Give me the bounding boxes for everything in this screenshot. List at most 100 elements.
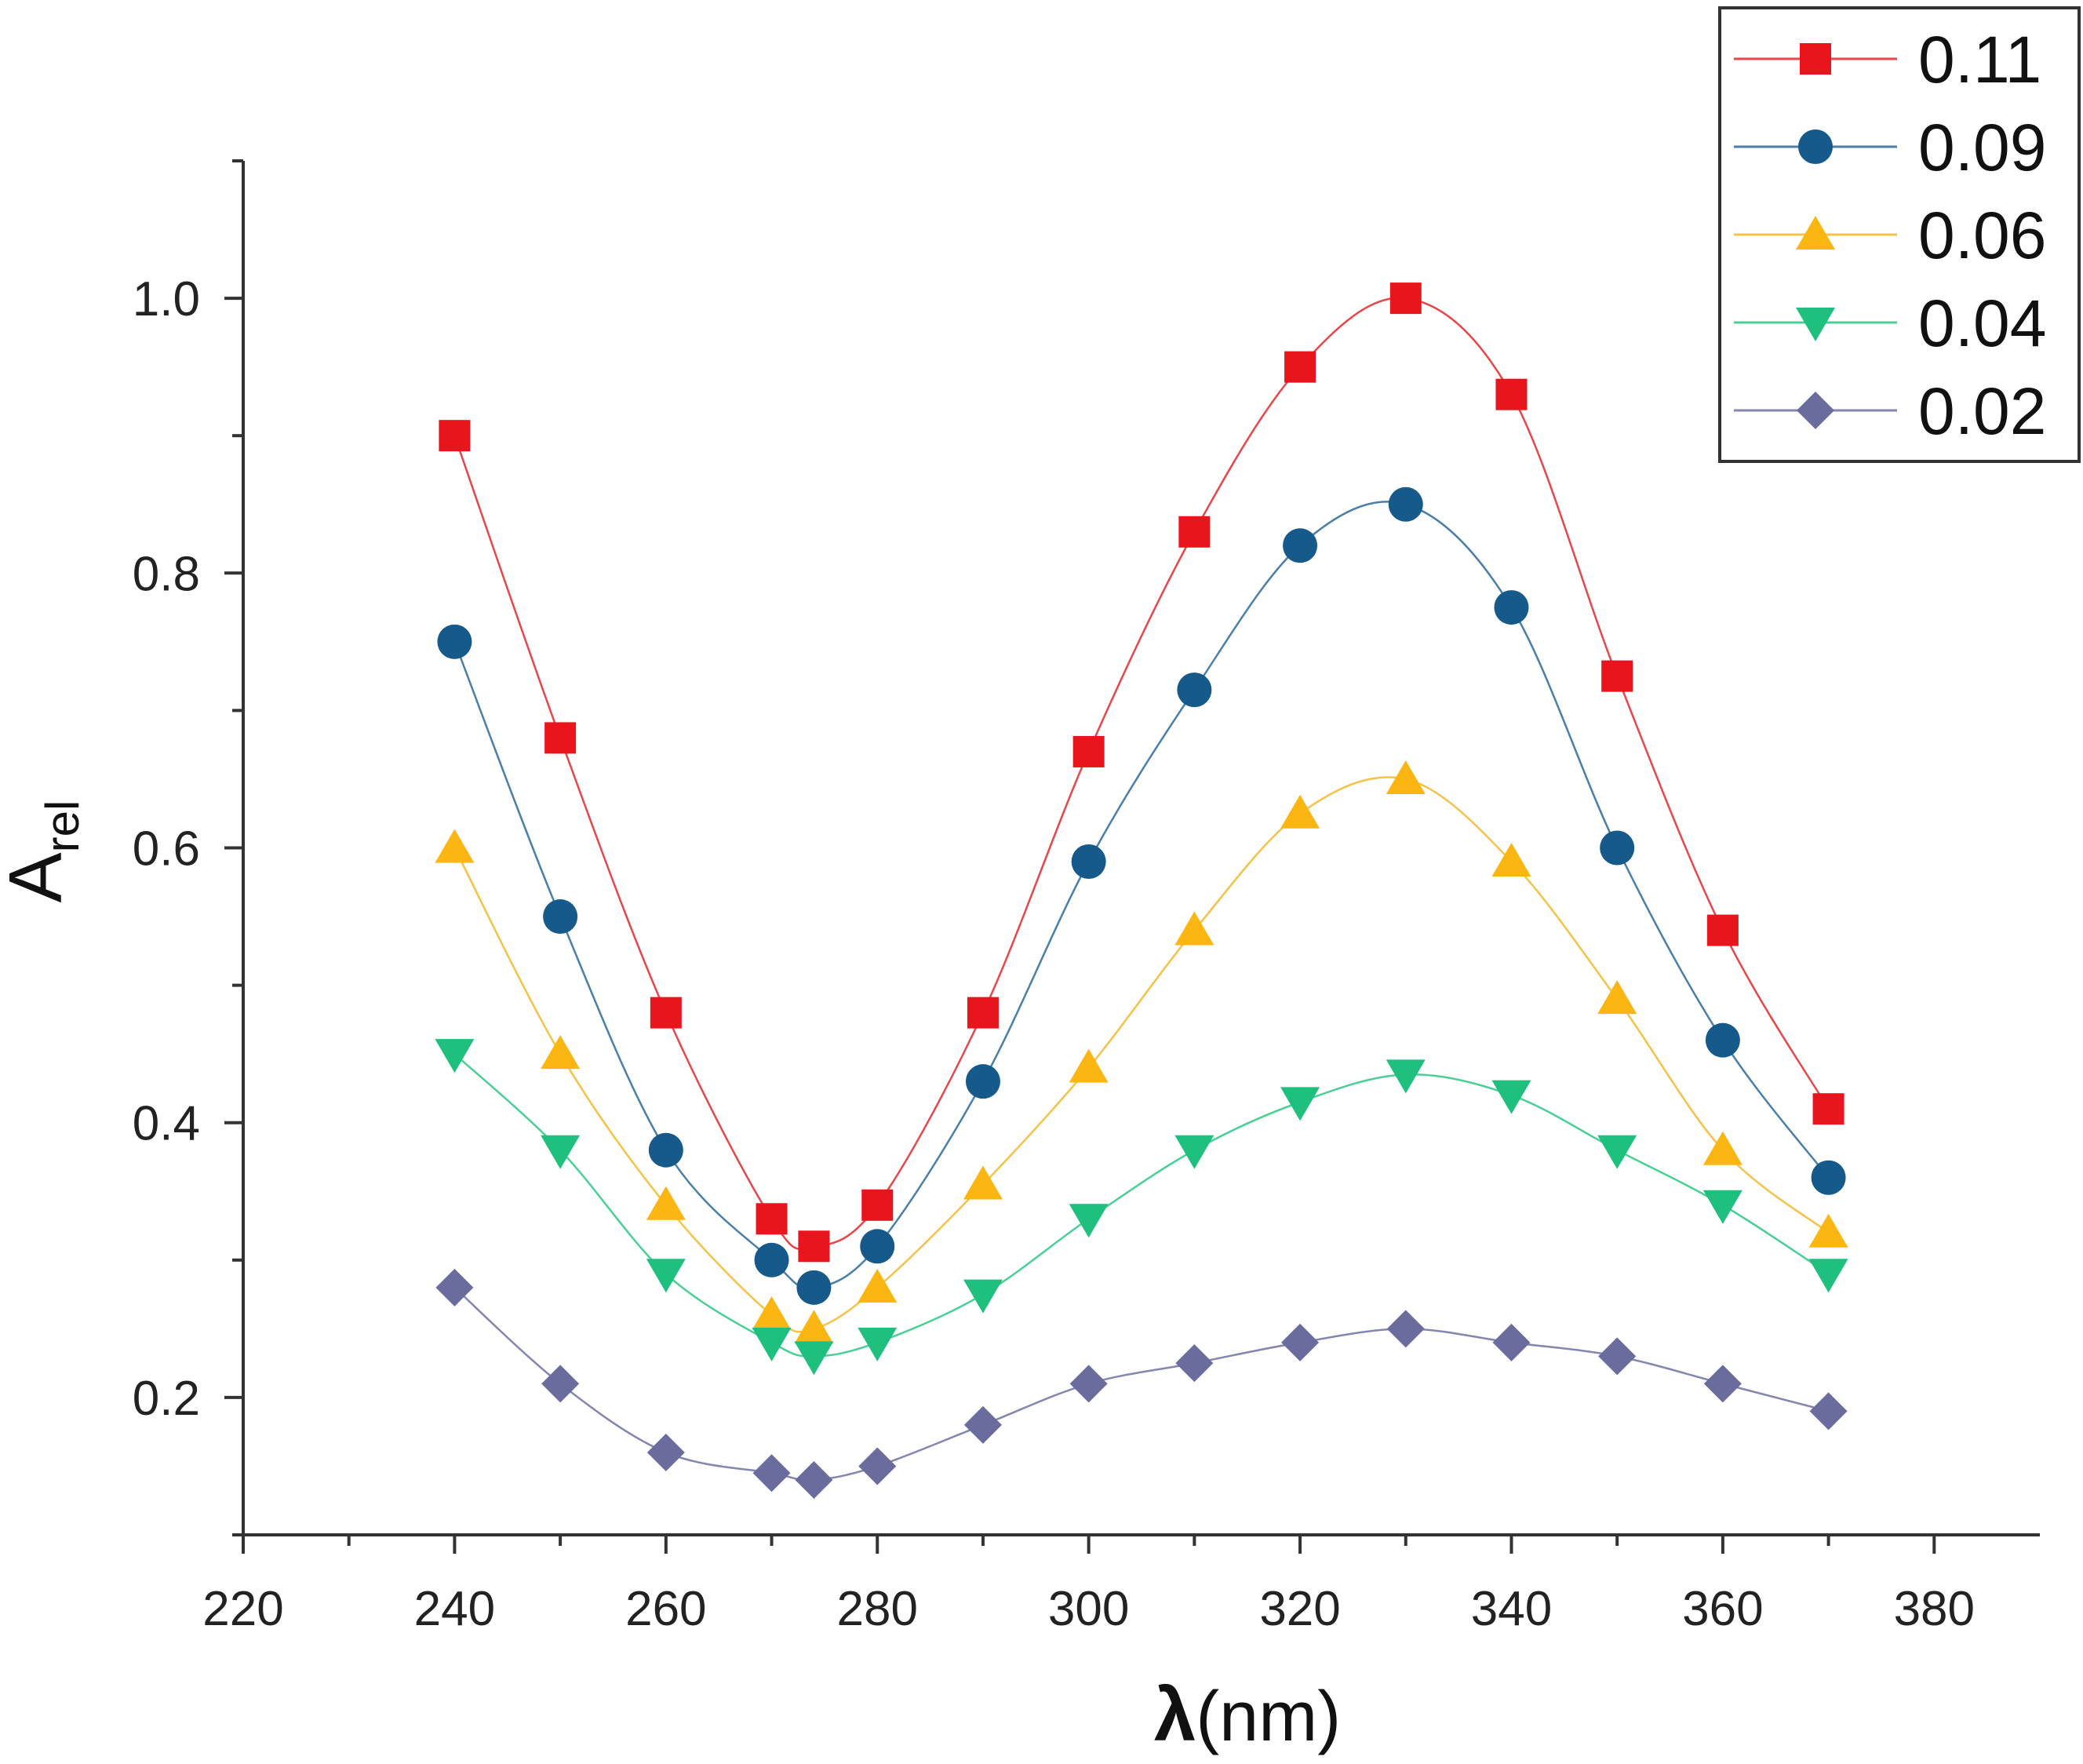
legend-label-0.11: 0.11	[1918, 23, 2041, 97]
data-point-0.09-270	[754, 1242, 789, 1277]
data-point-0.02-310	[1175, 1344, 1214, 1383]
legend-label-0.02: 0.02	[1918, 374, 2047, 448]
data-point-0.11-280	[861, 1189, 894, 1221]
data-point-0.04-300	[1069, 1204, 1109, 1238]
legend-item-0.04: 0.04	[1734, 286, 2047, 360]
data-point-0.02-330	[1386, 1310, 1425, 1348]
data-point-0.06-274	[794, 1310, 834, 1344]
data-point-0.09-250	[543, 899, 578, 935]
data-point-0.09-320	[1283, 528, 1318, 563]
data-point-0.04-330	[1386, 1059, 1426, 1094]
data-point-0.11-274	[798, 1230, 830, 1263]
y-tick-label-0.2: 0.2	[133, 1372, 200, 1426]
data-point-0.11-330	[1389, 282, 1422, 315]
data-point-0.11-320	[1284, 351, 1316, 383]
data-point-0.04-280	[858, 1327, 898, 1361]
series-0.09	[437, 487, 1846, 1305]
data-point-0.11-270	[756, 1203, 788, 1235]
data-point-0.02-300	[1069, 1365, 1108, 1403]
data-point-0.09-260	[648, 1132, 683, 1168]
data-point-0.11-250	[544, 722, 577, 754]
x-tick-label-260: 260	[625, 1582, 706, 1636]
data-point-0.02-270	[752, 1454, 791, 1492]
data-point-0.09-290	[965, 1064, 1000, 1099]
x-tick-label-220: 220	[202, 1582, 283, 1636]
series-line-0.11	[453, 297, 1830, 1250]
legend-marker-0.02	[1797, 392, 1834, 429]
legend-item-0.11: 0.11	[1734, 23, 2041, 97]
data-point-0.02-370	[1809, 1392, 1848, 1431]
y-tick-label-0.8: 0.8	[133, 547, 200, 601]
y-tick-label-0.6: 0.6	[133, 822, 200, 877]
data-point-0.04-290	[963, 1279, 1003, 1314]
legend-item-0.02: 0.02	[1734, 374, 2047, 448]
data-point-0.04-240	[435, 1039, 475, 1073]
data-point-0.06-330	[1386, 760, 1426, 794]
legend-item-0.09: 0.09	[1734, 111, 2047, 184]
data-point-0.04-340	[1491, 1080, 1531, 1114]
series-line-0.09	[453, 501, 1830, 1289]
data-point-0.09-350	[1600, 830, 1635, 866]
data-point-0.11-310	[1178, 516, 1211, 548]
x-tick-label-380: 380	[1894, 1582, 1975, 1636]
x-tick-label-340: 340	[1471, 1582, 1552, 1636]
axes: 220 240 260 280 300 320 340 360 380 0.2 0.4 0.6 0.8 1…	[133, 159, 2040, 1636]
legend-marker-0.09	[1798, 129, 1833, 164]
data-point-0.09-310	[1177, 672, 1212, 708]
data-point-0.11-300	[1072, 735, 1105, 767]
data-point-0.06-340	[1491, 843, 1531, 877]
data-point-0.09-300	[1071, 844, 1106, 880]
legend-marker-0.06	[1796, 216, 1835, 250]
x-axis-title-symbol: λ	[1154, 1673, 1196, 1757]
data-point-0.06-300	[1069, 1048, 1109, 1083]
data-point-0.11-350	[1601, 660, 1633, 692]
legend-item-0.06: 0.06	[1734, 199, 2047, 272]
data-point-0.02-274	[795, 1460, 833, 1499]
data-point-0.02-260	[646, 1433, 685, 1471]
data-point-0.02-350	[1598, 1337, 1637, 1376]
data-point-0.06-320	[1280, 794, 1320, 829]
data-point-0.09-370	[1811, 1160, 1846, 1195]
y-axis-title: Arel	[0, 800, 89, 903]
series-0.11	[439, 282, 1844, 1263]
data-point-0.04-310	[1174, 1135, 1214, 1169]
data-point-0.11-370	[1812, 1093, 1844, 1125]
data-point-0.02-250	[541, 1365, 580, 1403]
y-axis-title-main: A	[0, 852, 78, 902]
data-point-0.06-280	[858, 1268, 898, 1303]
data-point-0.06-250	[541, 1035, 581, 1070]
x-tick-label-320: 320	[1259, 1582, 1340, 1636]
y-axis-title-subscript: rel	[36, 800, 89, 853]
data-point-0.11-290	[967, 997, 999, 1029]
data-point-0.06-310	[1174, 911, 1214, 946]
data-point-0.11-240	[439, 420, 471, 452]
data-point-0.06-240	[435, 829, 475, 863]
data-point-0.02-360	[1703, 1365, 1742, 1403]
series-0.02	[435, 1268, 1848, 1499]
y-tick-label-1.0: 1.0	[133, 272, 200, 326]
data-point-0.04-360	[1702, 1190, 1743, 1224]
series-0.06	[435, 760, 1848, 1344]
x-tick-label-360: 360	[1682, 1582, 1763, 1636]
x-tick-label-300: 300	[1048, 1582, 1129, 1636]
data-point-0.09-330	[1388, 487, 1423, 522]
data-point-0.06-290	[963, 1165, 1003, 1200]
x-tick-label-280: 280	[837, 1582, 918, 1636]
data-point-0.04-250	[541, 1135, 581, 1169]
data-point-0.06-350	[1597, 980, 1637, 1015]
data-point-0.11-360	[1706, 914, 1739, 946]
y-tick-label-0.4: 0.4	[133, 1097, 200, 1151]
series-layer	[435, 282, 1848, 1499]
data-point-0.02-320	[1281, 1323, 1320, 1361]
data-point-0.09-340	[1494, 590, 1529, 625]
series-0.04	[435, 1039, 1848, 1376]
data-point-0.06-360	[1702, 1131, 1743, 1165]
data-point-0.02-280	[858, 1447, 897, 1485]
legend-box	[1718, 6, 2081, 463]
data-point-0.04-320	[1280, 1087, 1320, 1121]
legend-marker-0.11	[1800, 43, 1831, 75]
data-point-0.04-274	[794, 1341, 834, 1376]
legend-marker-0.04	[1796, 308, 1835, 341]
data-point-0.06-260	[646, 1186, 686, 1220]
